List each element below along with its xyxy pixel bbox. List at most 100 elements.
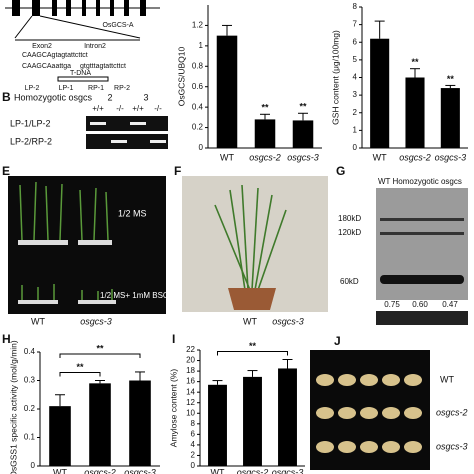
exon bbox=[124, 0, 129, 16]
y-tick-label: 0.2 bbox=[192, 123, 204, 132]
x-tick-label: WT bbox=[53, 467, 67, 474]
bar bbox=[292, 120, 314, 148]
panel-label: F bbox=[174, 164, 181, 178]
panel-label: J bbox=[334, 334, 341, 348]
primer: LP-1 bbox=[59, 85, 74, 92]
tdna bbox=[57, 76, 109, 82]
y-tick-label: 20 bbox=[186, 356, 195, 365]
y-tick-label: 1.2 bbox=[192, 21, 204, 30]
exon bbox=[52, 0, 57, 16]
y-tick-label: 22 bbox=[186, 345, 195, 354]
bar bbox=[208, 384, 227, 466]
pot bbox=[228, 288, 276, 310]
y-tick-label: 4 bbox=[191, 440, 196, 449]
blot-band bbox=[380, 218, 464, 221]
y-tick-label: 0.4 bbox=[24, 347, 36, 356]
exon-label: Exon2 bbox=[32, 43, 52, 50]
genotype: +/+ bbox=[92, 104, 104, 113]
y-axis-label: Amylose content (%) bbox=[168, 369, 178, 448]
exon bbox=[140, 0, 146, 16]
y-tick-label: 2 bbox=[191, 451, 196, 460]
bar bbox=[440, 88, 460, 148]
roots bbox=[18, 240, 116, 304]
y-tick-label: 0.4 bbox=[192, 102, 204, 111]
y-tick-label: 0 bbox=[199, 143, 204, 152]
sequence: gtgtttagtattcttct bbox=[80, 63, 126, 70]
panel-b: B Homozygotic osgcs 2 3 +/+ -/- +/+ -/- … bbox=[2, 90, 168, 149]
line-label: WT bbox=[440, 374, 454, 384]
x-tick-label: osgcs-2 bbox=[84, 467, 116, 474]
panel-f: F WT osgcs-3 bbox=[174, 164, 328, 326]
y-axis-label: OsGCS/UBQ10 bbox=[176, 46, 186, 106]
marker: 60kD bbox=[340, 277, 359, 286]
y-tick-label: 0.8 bbox=[192, 61, 204, 70]
marker: 180kD bbox=[338, 214, 361, 223]
zoom-line bbox=[14, 15, 33, 39]
bar bbox=[89, 383, 111, 466]
y-tick-label: 14 bbox=[186, 387, 195, 396]
panel-label: H bbox=[2, 332, 11, 346]
panel-label: E bbox=[2, 164, 10, 178]
line-number: 2 bbox=[107, 92, 112, 102]
gel-strip bbox=[86, 116, 168, 131]
significance: ** bbox=[261, 103, 269, 113]
line-label: osgcs-3 bbox=[272, 316, 304, 326]
x-tick-label: WT bbox=[211, 467, 225, 474]
y-tick-label: 5 bbox=[353, 55, 358, 64]
panel-g: G WT Homozygotic osgcs 2 3 180kD 120kD 6… bbox=[336, 164, 468, 325]
gel-band bbox=[150, 140, 166, 143]
y-axis-label: GSH content (μg/100mg) bbox=[330, 30, 340, 125]
y-tick-label: 3 bbox=[353, 90, 358, 99]
y-tick-label: 10 bbox=[186, 408, 195, 417]
y-tick-label: 7 bbox=[353, 20, 358, 29]
exon bbox=[12, 0, 20, 16]
ratio: 0.47 bbox=[442, 300, 458, 309]
panel-e: E 1/2 MS 1/2 MS+ 1mM BSO WT osgcs-3 bbox=[2, 164, 169, 326]
bar bbox=[216, 35, 238, 149]
y-tick-label: 0.6 bbox=[192, 82, 204, 91]
x-tick-label: osgcs-3 bbox=[272, 467, 304, 474]
y-tick-label: 12 bbox=[186, 398, 195, 407]
gel-band bbox=[90, 122, 106, 125]
blot-header: WT Homozygotic osgcs bbox=[378, 177, 462, 186]
y-tick-label: 0 bbox=[31, 461, 36, 470]
loading-control bbox=[376, 311, 468, 325]
bracket-label: ** bbox=[76, 362, 84, 372]
line-label: osgcs-3 bbox=[436, 441, 468, 451]
bar bbox=[370, 38, 390, 148]
bar bbox=[254, 119, 276, 148]
panel-j: J WT osgcs-2 osgcs-3 bbox=[310, 334, 468, 470]
x-tick-label: WT bbox=[373, 152, 387, 162]
y-tick-label: 6 bbox=[191, 429, 196, 438]
zoom-line bbox=[39, 15, 141, 39]
line-label: WT bbox=[243, 316, 257, 326]
y-tick-label: 0.1 bbox=[24, 433, 36, 442]
y-tick-label: 1 bbox=[353, 125, 358, 134]
line-label: osgcs-2 bbox=[436, 407, 468, 417]
bar bbox=[129, 380, 151, 466]
ratio: 0.75 bbox=[384, 300, 400, 309]
line-label: WT bbox=[31, 316, 45, 326]
bar bbox=[405, 77, 425, 148]
x-tick-label: osgcs-3 bbox=[287, 152, 319, 162]
significance: ** bbox=[447, 74, 455, 84]
tdna-label: T-DNA bbox=[70, 70, 91, 77]
primer-pair: LP-1/LP-2 bbox=[10, 118, 51, 128]
x-tick-label: osgcs-2 bbox=[399, 152, 431, 162]
bracket bbox=[217, 350, 288, 356]
blot-band bbox=[380, 275, 464, 284]
primer: RP-1 bbox=[88, 85, 104, 92]
gel-band bbox=[130, 122, 146, 125]
significance: ** bbox=[299, 102, 307, 112]
sequence: CAAGCAaattga bbox=[22, 63, 71, 70]
y-tick-label: 18 bbox=[186, 366, 195, 375]
exon bbox=[32, 0, 40, 16]
condition: 1/2 MS bbox=[118, 208, 147, 218]
gene-label: OsGCS-A bbox=[102, 22, 133, 29]
line-label: osgcs-3 bbox=[80, 316, 112, 326]
exon bbox=[96, 0, 100, 16]
bar bbox=[243, 376, 262, 466]
bracket-label: ** bbox=[249, 341, 257, 351]
bracket-label: ** bbox=[96, 343, 104, 353]
